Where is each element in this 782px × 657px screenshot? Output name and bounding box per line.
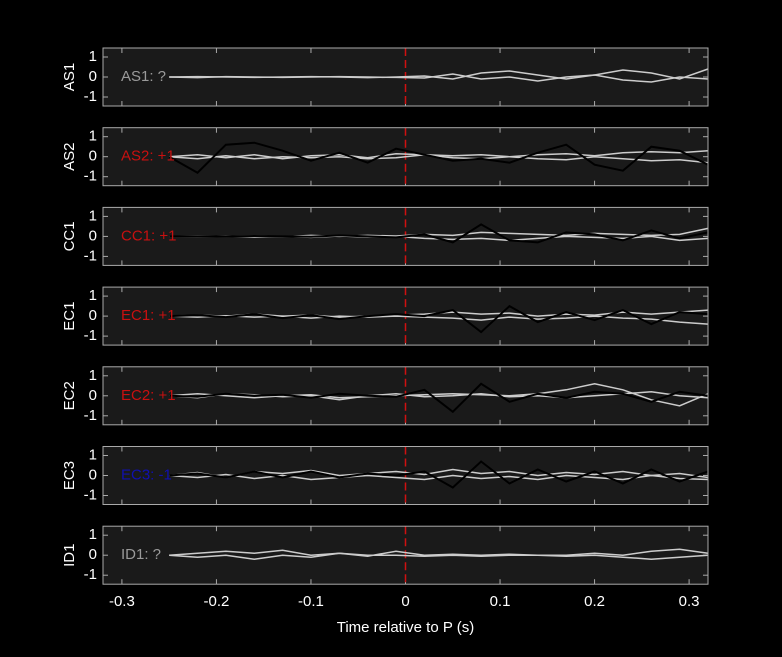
- trace: [169, 73, 709, 83]
- y-axis-label: AS2: [61, 143, 78, 171]
- annotation: EC2: +1: [121, 387, 176, 404]
- annotation: ID1: ?: [121, 546, 161, 563]
- y-tick-label: 0: [89, 466, 97, 483]
- y-tick-label: 1: [89, 287, 97, 304]
- x-tick-label: -0.2: [204, 593, 230, 610]
- y-tick-label: 1: [89, 207, 97, 224]
- trace: [169, 382, 709, 414]
- y-tick-label: 0: [89, 546, 97, 563]
- y-tick-label: 0: [89, 387, 97, 404]
- y-tick-label: 1: [89, 128, 97, 145]
- y-tick-label: -1: [84, 486, 97, 503]
- axes-box: [102, 366, 709, 426]
- y-tick-label: -1: [84, 407, 97, 424]
- y-axis-label: AS1: [61, 63, 78, 91]
- x-tick-label: -0.1: [298, 593, 324, 610]
- axes-box: [102, 525, 709, 585]
- x-tick-label: 0.1: [490, 593, 511, 610]
- annotation: AS1: ?: [121, 68, 166, 85]
- trace: [169, 552, 709, 560]
- annotation: AS2: +1: [121, 148, 175, 165]
- trace: [169, 548, 709, 557]
- y-tick-label: 1: [89, 446, 97, 463]
- axes-box: [102, 446, 709, 505]
- annotation: CC1: +1: [121, 227, 176, 244]
- y-axis-label: EC1: [61, 302, 78, 331]
- trace: [169, 460, 709, 489]
- y-tick-label: -1: [84, 168, 97, 185]
- y-tick-label: -1: [84, 247, 97, 264]
- x-tick-label: 0.3: [679, 593, 700, 610]
- trace: [169, 304, 709, 334]
- y-tick-label: 0: [89, 307, 97, 324]
- x-tick-label: 0: [401, 593, 409, 610]
- x-tick-label: -0.3: [109, 593, 135, 610]
- axes-box: [102, 47, 709, 107]
- y-tick-label: -1: [84, 327, 97, 344]
- trace: [169, 223, 709, 244]
- x-tick-label: 0.2: [584, 593, 605, 610]
- y-axis-label: EC3: [61, 461, 78, 490]
- trace: [169, 314, 709, 325]
- y-axis-label: EC2: [61, 381, 78, 410]
- annotation: EC1: +1: [121, 307, 176, 324]
- y-axis-label: ID1: [61, 544, 78, 567]
- trace: [169, 383, 709, 407]
- annotation: EC3: -1: [121, 466, 172, 483]
- y-tick-label: -1: [84, 88, 97, 105]
- y-tick-label: 1: [89, 526, 97, 543]
- y-tick-label: 0: [89, 227, 97, 244]
- axes-box: [102, 286, 709, 346]
- trace: [169, 473, 709, 481]
- trace: [169, 149, 709, 160]
- y-tick-label: -1: [84, 566, 97, 583]
- y-tick-label: 1: [89, 48, 97, 65]
- y-tick-label: 0: [89, 68, 97, 85]
- trace: [169, 153, 709, 164]
- trace: [168, 141, 709, 174]
- y-tick-label: 0: [89, 148, 97, 165]
- axes-box: [102, 206, 709, 266]
- x-axis-label: Time relative to P (s): [337, 619, 475, 636]
- axes-box: [102, 127, 709, 187]
- y-axis-label: CC1: [61, 221, 78, 251]
- y-tick-label: 1: [89, 367, 97, 384]
